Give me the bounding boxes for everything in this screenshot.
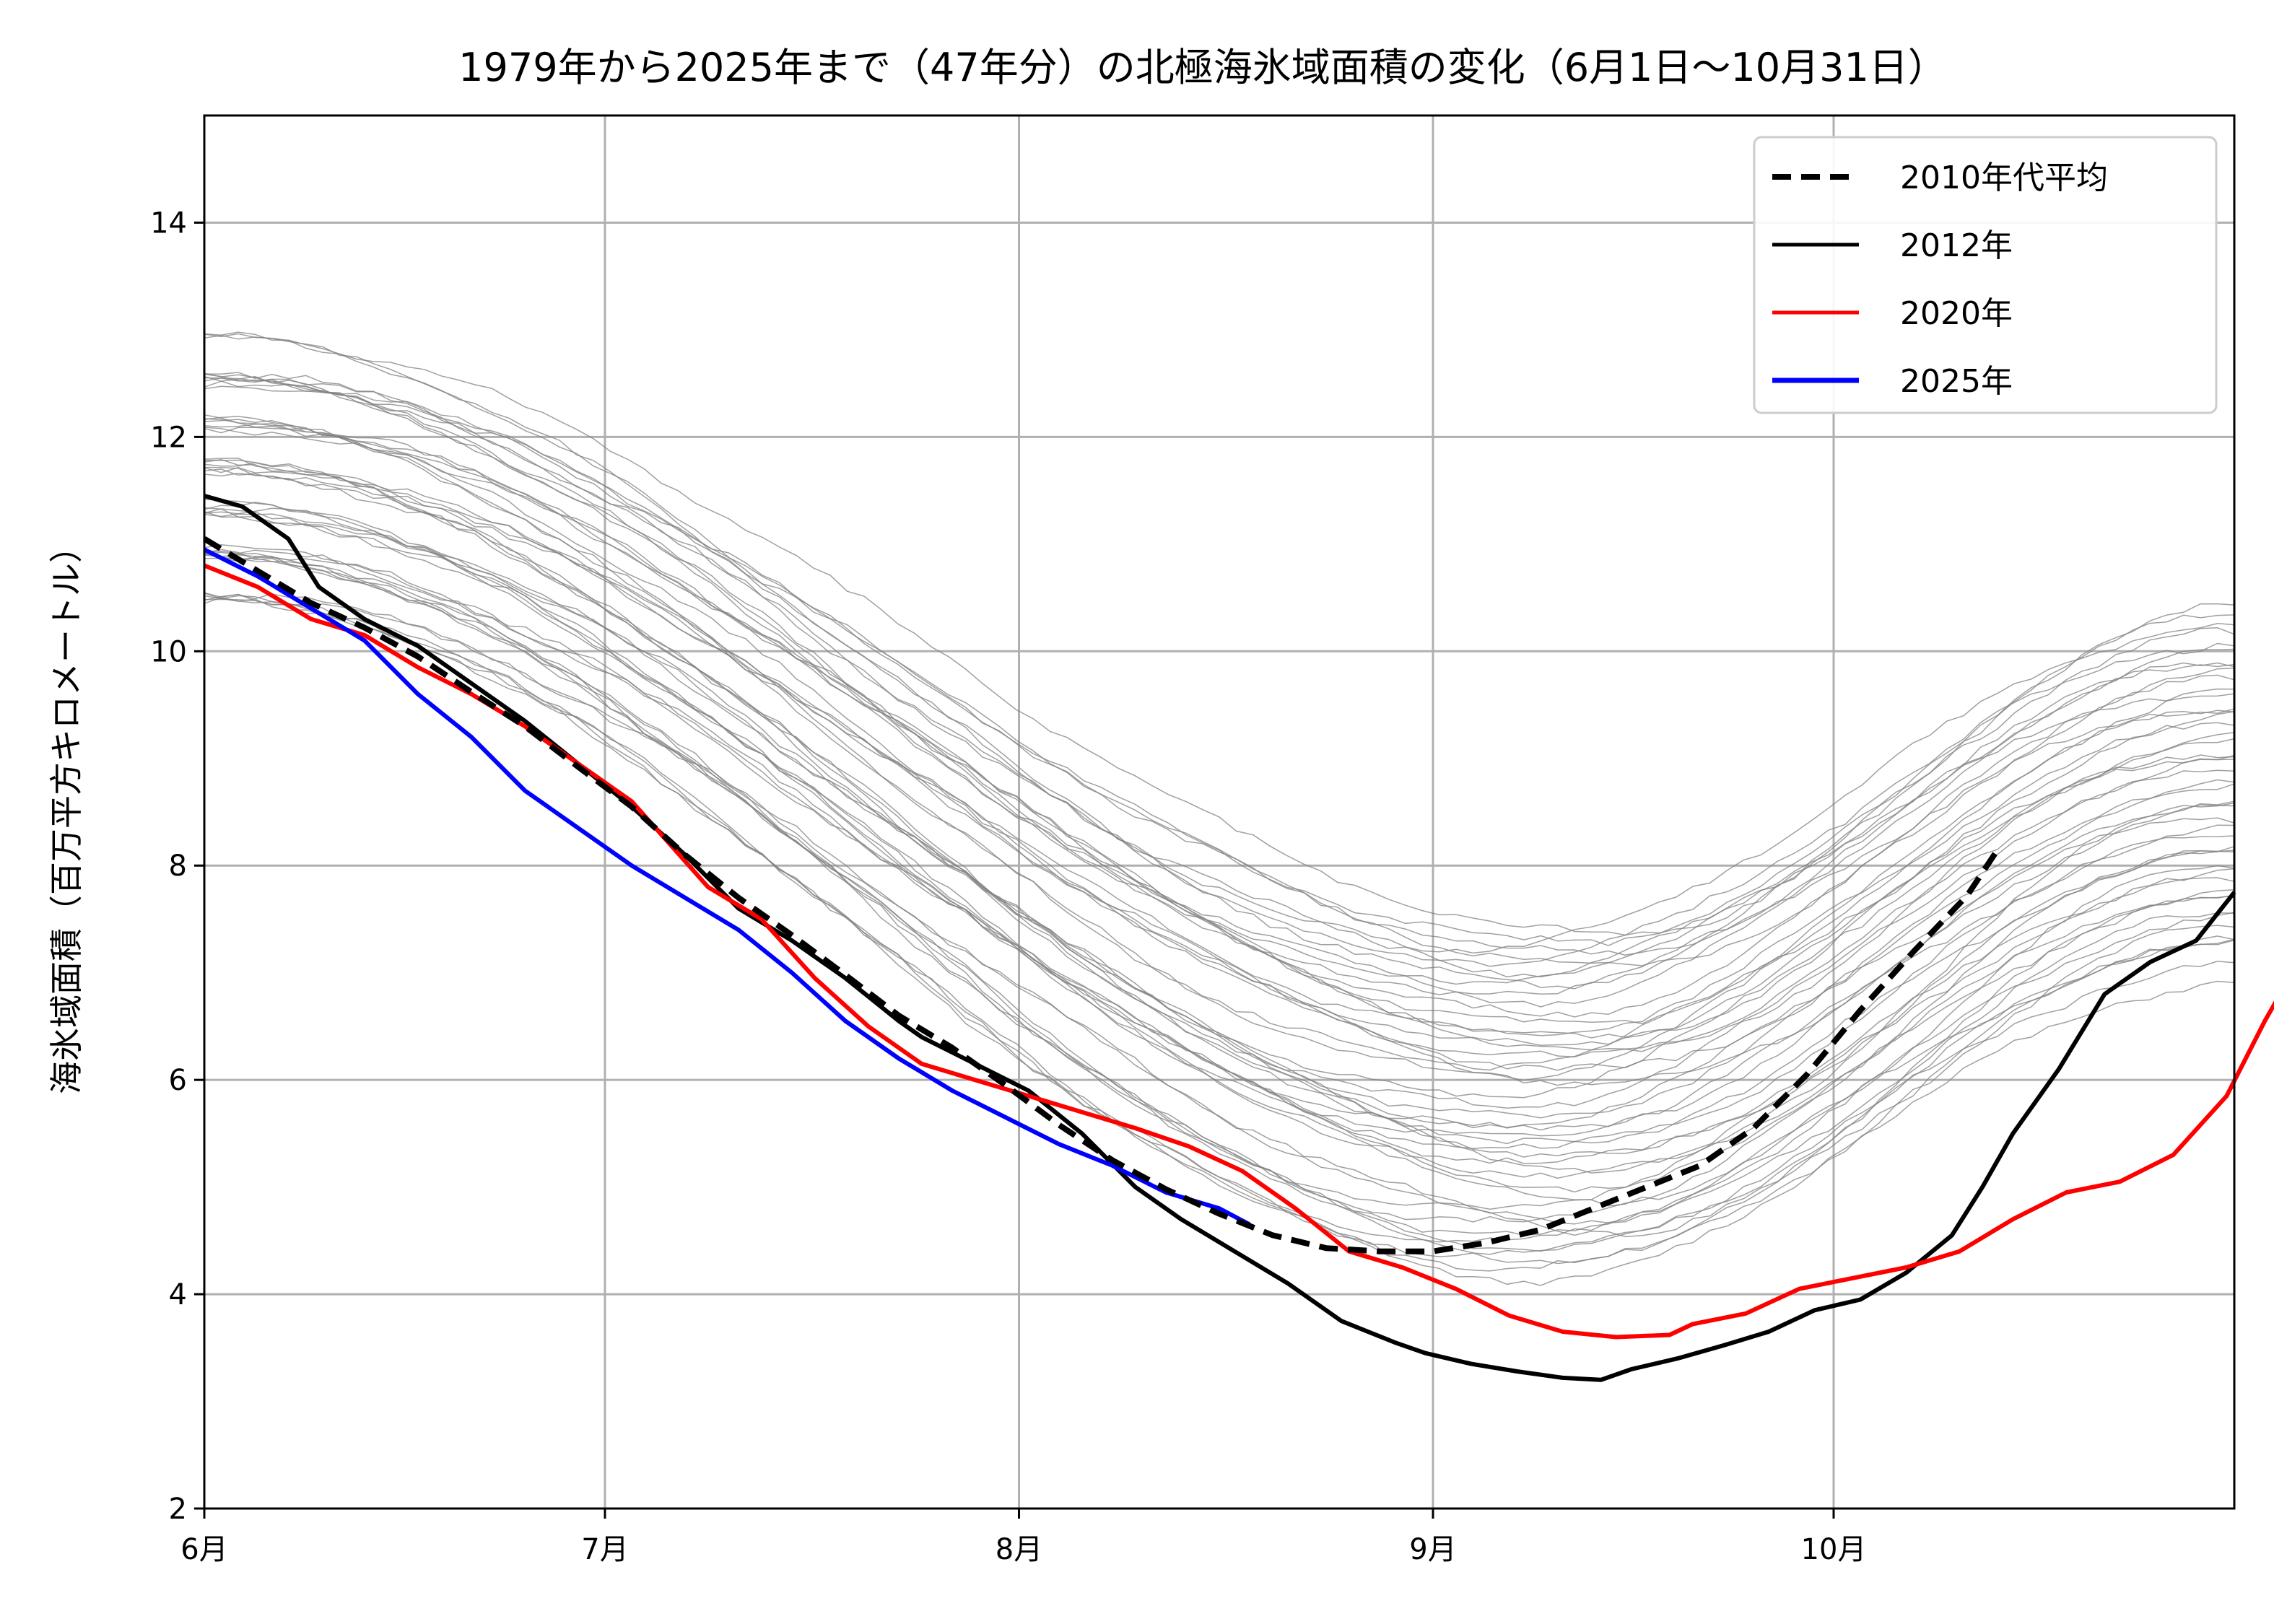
legend-label: 2020年: [1900, 295, 2013, 332]
background-year-line: [204, 554, 2235, 1223]
background-year-line: [204, 595, 2235, 1243]
background-year-line: [204, 380, 2235, 995]
background-year-line: [204, 467, 2235, 1099]
y-tick-label: 4: [169, 1278, 187, 1311]
y-tick-label: 10: [150, 635, 187, 668]
background-year-line: [204, 416, 2235, 1039]
background-year-line: [204, 373, 2235, 956]
background-year-line: [204, 385, 2235, 1008]
background-year-line: [204, 502, 2235, 1158]
background-year-line: [204, 414, 2235, 1025]
y-tick-label: 12: [150, 421, 187, 454]
background-year-line: [204, 377, 2235, 946]
y-tick-label: 2: [169, 1493, 187, 1526]
background-year-line: [204, 418, 2235, 1018]
x-tick-label: 10月: [1801, 1533, 1867, 1566]
background-year-line: [204, 593, 2235, 1225]
background-year-line: [204, 473, 2235, 1109]
x-tick-label: 8月: [996, 1533, 1042, 1566]
background-year-line: [204, 372, 2235, 978]
plot-frame: [203, 114, 2236, 1510]
series-line: [203, 563, 2274, 1340]
background-year-line: [204, 513, 2235, 1129]
series-lines: [202, 494, 2274, 1382]
background-year-line: [204, 459, 2235, 1047]
background-year-line: [204, 499, 2235, 1145]
y-tick-label: 8: [169, 850, 187, 883]
legend: 2010年代平均 2012年 2020年 2025年: [1753, 136, 2218, 414]
y-axis-ticks: 2 4 6 8 10 12 14: [150, 206, 204, 1526]
background-year-lines: [204, 331, 2235, 1286]
background-year-line: [204, 468, 2235, 1119]
background-year-line: [204, 556, 2235, 1265]
background-year-line: [204, 549, 2235, 1193]
background-year-line: [204, 552, 2235, 1207]
background-year-line: [204, 507, 2235, 1149]
series-line: [203, 547, 1251, 1227]
legend-label: 2012年: [1900, 227, 2013, 264]
background-year-line: [204, 331, 2235, 936]
y-axis-label: 海氷域面積（百万平方キロメートル）: [47, 530, 86, 1094]
background-year-line: [204, 419, 2235, 1051]
legend-label: 2025年: [1900, 363, 2013, 400]
background-year-line: [204, 507, 2235, 1174]
x-tick-label: 9月: [1409, 1533, 1456, 1566]
y-tick-label: 14: [150, 206, 187, 240]
x-axis-ticks: 6月 7月 8月 9月 10月: [180, 1509, 1866, 1566]
background-year-line: [204, 427, 2235, 1036]
y-tick-label: 6: [169, 1064, 187, 1097]
background-year-line: [204, 423, 2235, 1071]
background-year-line: [204, 462, 2235, 1086]
x-tick-label: 6月: [180, 1533, 227, 1566]
background-year-line: [204, 551, 2235, 1210]
legend-label: 2010年代平均: [1900, 160, 2108, 196]
x-tick-label: 7月: [581, 1533, 628, 1566]
chart-title: 1979年から2025年まで（47年分）の北極海氷域面積の変化（6月1日～10月…: [458, 45, 1947, 90]
background-year-line: [204, 334, 2235, 967]
legend-box: [1753, 136, 2218, 414]
background-year-line: [204, 427, 2235, 1081]
background-year-line: [204, 333, 2235, 954]
series-line: [204, 494, 2236, 1382]
series-line: [202, 536, 2000, 1254]
background-year-line: [204, 598, 2235, 1238]
background-year-line: [204, 544, 2235, 1179]
